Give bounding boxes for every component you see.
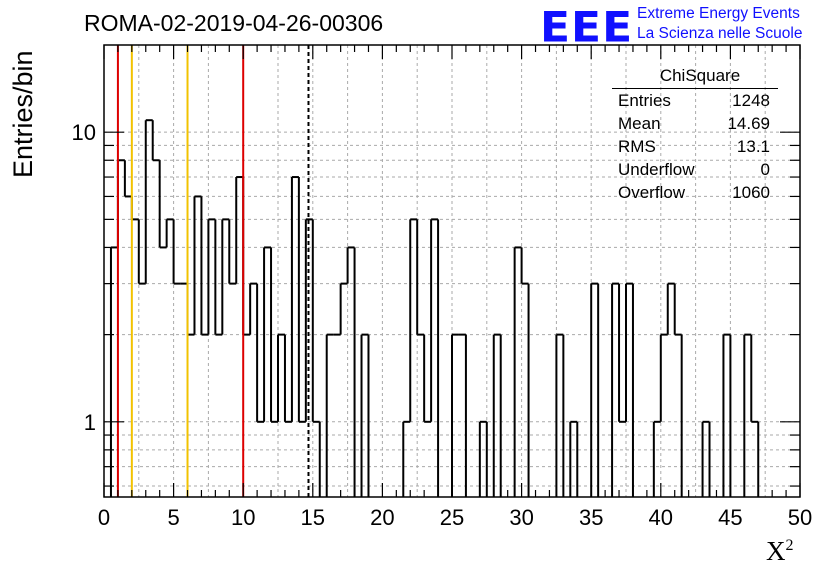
stats-value: 1248 — [732, 91, 770, 110]
x-tick-label: 50 — [788, 505, 812, 530]
stats-label: Overflow — [618, 183, 686, 202]
x-axis-label-main: X — [766, 536, 786, 566]
x-tick-label: 40 — [649, 505, 673, 530]
stats-row-mean: Mean 14.69 — [612, 112, 778, 135]
x-tick-label: 45 — [718, 505, 742, 530]
x-ticks — [103, 45, 801, 497]
stats-label: Entries — [618, 91, 671, 110]
stats-value: 0 — [760, 160, 770, 179]
x-tick-label: 25 — [440, 505, 464, 530]
stats-label: Underflow — [618, 160, 695, 179]
y-tick-label: 10 — [72, 120, 96, 145]
x-tick-label: 30 — [509, 505, 533, 530]
y-tick-label: 1 — [84, 410, 96, 435]
chart-title: ROMA-02-2019-04-26-00306 — [84, 10, 384, 36]
logo-caption-line1: Extreme Energy Events — [637, 5, 800, 22]
eee-logo: EEE — [540, 3, 634, 52]
stats-label: Mean — [618, 114, 661, 133]
stats-value: 1060 — [732, 183, 770, 202]
stats-box: ChiSquare Entries 1248 Mean 14.69 RMS 13.1 … — [612, 66, 778, 204]
stats-row-underflow: Underflow 0 — [612, 158, 778, 181]
logo-caption-line2: La Scienza nelle Scuole — [637, 25, 803, 42]
x-tick-label: 15 — [301, 505, 325, 530]
stats-row-entries: Entries 1248 — [612, 89, 778, 112]
stats-row-overflow: Overflow 1060 — [612, 181, 778, 204]
logo-caption: Extreme Energy Events La Scienza nelle S… — [637, 4, 802, 44]
histogram — [109, 119, 760, 497]
x-tick-label: 10 — [231, 505, 255, 530]
stats-value: 14.69 — [727, 114, 770, 133]
stats-title: ChiSquare — [612, 66, 778, 89]
x-axis-label-superscript: 2 — [785, 537, 794, 554]
x-tick-label: 0 — [98, 505, 110, 530]
x-axis-label: X2 — [766, 536, 794, 567]
y-axis-label: Entries/bin — [8, 50, 38, 178]
x-tick-label: 5 — [167, 505, 179, 530]
x-tick-label: 20 — [370, 505, 394, 530]
stats-value: 13.1 — [736, 137, 770, 156]
stats-row-rms: RMS 13.1 — [612, 135, 778, 158]
y-ticks — [104, 131, 800, 487]
x-tick-label: 35 — [579, 505, 603, 530]
stats-label: RMS — [618, 137, 656, 156]
